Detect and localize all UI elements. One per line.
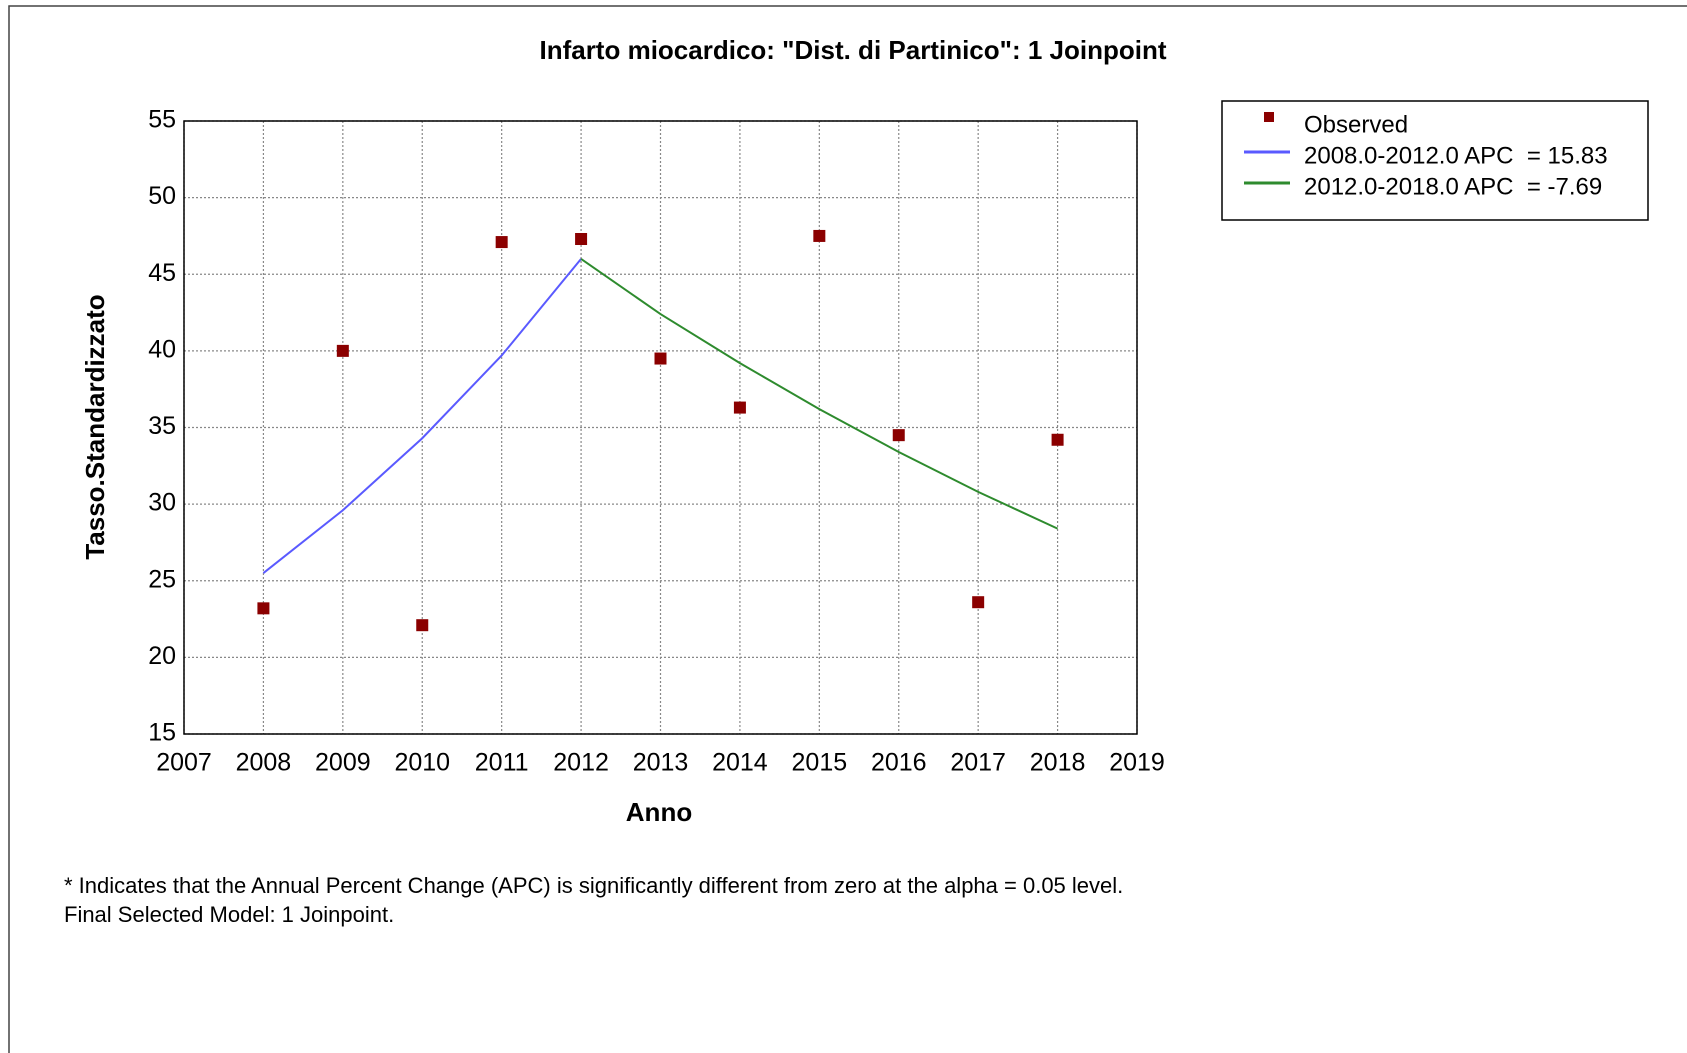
y-tick-label: 20 [148, 642, 176, 670]
x-tick-label: 2019 [1109, 749, 1165, 777]
x-axis-label: Anno [626, 797, 692, 827]
x-tick-label: 2016 [871, 749, 927, 777]
point [654, 352, 667, 365]
x-tick-label: 2010 [394, 749, 450, 777]
point [575, 233, 588, 246]
y-tick-label: 40 [148, 335, 176, 363]
legend-label: 2008.0-2012.0 APC = 15.83 [1304, 142, 1608, 169]
x-tick-label: 2013 [633, 749, 689, 777]
y-tick-label: 30 [148, 489, 176, 517]
legend-box [1221, 100, 1649, 221]
x-tick-label: 2015 [792, 749, 848, 777]
fit-line [262, 258, 582, 574]
point [972, 596, 985, 609]
y-tick-label: 45 [148, 259, 176, 287]
y-tick-label: 50 [148, 182, 176, 210]
point [813, 229, 826, 242]
x-tick-label: 2008 [236, 749, 292, 777]
legend-swatch [1264, 112, 1274, 122]
y-tick-label: 15 [148, 719, 176, 747]
y-axis-label: Tasso.Standardizzato [80, 294, 110, 559]
legend-label: Observed [1304, 111, 1408, 138]
x-tick-label: 2012 [553, 749, 609, 777]
legend-label: 2012.0-2018.0 APC = -7.69 [1304, 173, 1602, 200]
footnote: Final Selected Model: 1 Joinpoint. [64, 902, 394, 927]
point [336, 344, 349, 357]
frame [8, 5, 1687, 1053]
chart-title: Infarto miocardico: "Dist. di Partinico"… [539, 35, 1166, 65]
point [495, 236, 508, 249]
footnote: * Indicates that the Annual Percent Chan… [64, 873, 1123, 898]
y-tick-label: 25 [148, 565, 176, 593]
x-tick-label: 2017 [950, 749, 1006, 777]
plot-border [183, 120, 1138, 735]
point [892, 429, 905, 442]
point [257, 602, 270, 615]
x-tick-label: 2014 [712, 749, 768, 777]
point [416, 619, 429, 632]
y-tick-label: 55 [148, 106, 176, 134]
x-tick-label: 2018 [1030, 749, 1086, 777]
x-tick-label: 2011 [475, 749, 529, 777]
x-tick-label: 2007 [156, 749, 212, 777]
x-tick-label: 2009 [315, 749, 371, 777]
point [733, 401, 746, 414]
y-tick-label: 35 [148, 412, 176, 440]
fit-line [580, 258, 1059, 530]
point [1051, 433, 1064, 446]
